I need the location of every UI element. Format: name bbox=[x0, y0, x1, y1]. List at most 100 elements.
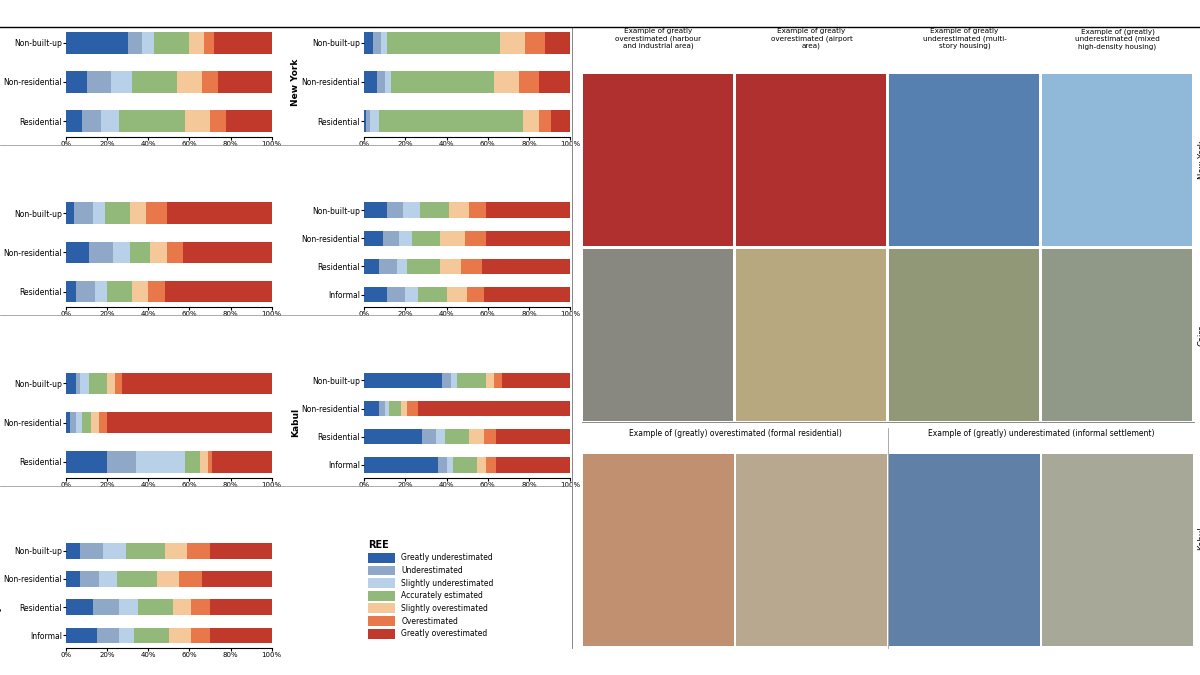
Bar bbox=[199, 451, 208, 472]
Bar bbox=[130, 242, 150, 263]
Bar bbox=[502, 373, 570, 388]
Bar bbox=[397, 259, 408, 274]
Bar bbox=[80, 571, 98, 587]
Bar bbox=[365, 71, 377, 92]
Bar bbox=[167, 242, 184, 263]
Text: New York: New York bbox=[1198, 140, 1200, 179]
Bar bbox=[149, 281, 164, 302]
Bar bbox=[401, 401, 408, 416]
Bar bbox=[368, 616, 395, 626]
Bar bbox=[539, 111, 552, 132]
Bar bbox=[184, 242, 271, 263]
Bar bbox=[202, 71, 218, 92]
Bar bbox=[386, 32, 500, 53]
Bar bbox=[469, 202, 486, 218]
Bar bbox=[70, 412, 77, 433]
Bar bbox=[66, 571, 80, 587]
Bar bbox=[127, 32, 142, 53]
Bar bbox=[365, 32, 372, 53]
Bar bbox=[494, 71, 518, 92]
Bar bbox=[365, 401, 379, 416]
Bar bbox=[192, 628, 210, 643]
Bar bbox=[86, 71, 112, 92]
Bar bbox=[107, 281, 132, 302]
Bar bbox=[80, 373, 89, 394]
Bar bbox=[192, 599, 210, 615]
Bar bbox=[368, 629, 395, 639]
Bar bbox=[150, 242, 167, 263]
Bar bbox=[212, 451, 271, 472]
Bar bbox=[484, 429, 496, 445]
Bar bbox=[389, 401, 401, 416]
Bar bbox=[74, 202, 92, 224]
Bar bbox=[66, 373, 77, 394]
Text: Underestimated: Underestimated bbox=[401, 566, 463, 575]
Bar bbox=[365, 259, 379, 274]
Bar bbox=[83, 412, 91, 433]
Bar bbox=[142, 32, 155, 53]
Text: Example of greatly
overestimated (airport
area): Example of greatly overestimated (airpor… bbox=[770, 28, 852, 49]
Bar bbox=[185, 451, 199, 472]
Bar bbox=[386, 287, 406, 302]
Text: Greatly overestimated: Greatly overestimated bbox=[401, 629, 487, 638]
Bar bbox=[190, 32, 204, 53]
Bar bbox=[486, 373, 494, 388]
Bar bbox=[132, 281, 149, 302]
Bar bbox=[377, 71, 385, 92]
Bar bbox=[204, 32, 214, 53]
Bar bbox=[365, 457, 438, 472]
Bar bbox=[437, 429, 444, 445]
Bar bbox=[365, 287, 386, 302]
Bar bbox=[66, 281, 77, 302]
Bar bbox=[208, 451, 212, 472]
Text: REE: REE bbox=[368, 540, 389, 550]
Text: Slightly underestimated: Slightly underestimated bbox=[401, 578, 493, 588]
Bar bbox=[438, 457, 446, 472]
Bar bbox=[66, 628, 97, 643]
Bar bbox=[77, 281, 95, 302]
Bar bbox=[106, 202, 130, 224]
Bar bbox=[379, 401, 385, 416]
Bar bbox=[66, 412, 70, 433]
Bar bbox=[156, 571, 179, 587]
Bar bbox=[379, 259, 397, 274]
Bar bbox=[440, 230, 466, 246]
Bar bbox=[107, 412, 271, 433]
Bar bbox=[98, 412, 107, 433]
Bar bbox=[385, 71, 391, 92]
Bar bbox=[77, 412, 83, 433]
Bar bbox=[66, 599, 92, 615]
Bar bbox=[113, 242, 130, 263]
Bar bbox=[66, 543, 80, 559]
Bar bbox=[408, 401, 418, 416]
Bar bbox=[385, 401, 389, 416]
Bar bbox=[379, 111, 523, 132]
Bar bbox=[461, 259, 481, 274]
Bar bbox=[420, 202, 449, 218]
Y-axis label: Kumasi: Kumasi bbox=[0, 234, 2, 271]
Bar bbox=[444, 429, 469, 445]
Bar bbox=[89, 373, 107, 394]
Bar bbox=[418, 401, 570, 416]
Bar bbox=[66, 242, 89, 263]
Bar bbox=[66, 71, 86, 92]
Bar bbox=[365, 230, 383, 246]
Bar bbox=[66, 111, 83, 132]
Bar bbox=[372, 32, 380, 53]
Bar bbox=[92, 202, 106, 224]
Y-axis label: Sao Paulo: Sao Paulo bbox=[0, 57, 2, 107]
Bar bbox=[446, 457, 452, 472]
Bar bbox=[98, 571, 118, 587]
Bar bbox=[365, 202, 386, 218]
Bar bbox=[66, 202, 74, 224]
Bar bbox=[218, 71, 271, 92]
Text: Cairo: Cairo bbox=[1198, 324, 1200, 346]
Bar bbox=[452, 457, 478, 472]
Bar bbox=[132, 71, 178, 92]
Text: Example of (greatly)
underestimated (mixed
high-density housing): Example of (greatly) underestimated (mix… bbox=[1075, 28, 1160, 50]
Bar bbox=[422, 429, 437, 445]
Bar bbox=[91, 412, 98, 433]
Bar bbox=[136, 451, 185, 472]
Bar bbox=[467, 287, 484, 302]
Bar bbox=[552, 111, 570, 132]
